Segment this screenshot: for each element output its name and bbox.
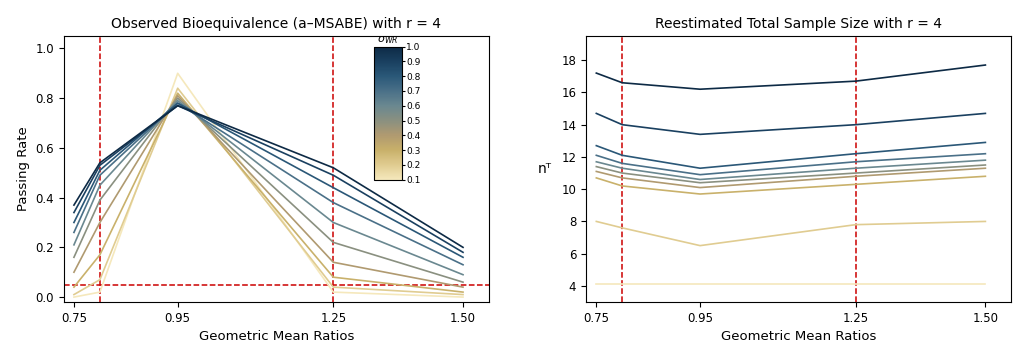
X-axis label: Geometric Mean Ratios: Geometric Mean Ratios bbox=[198, 330, 354, 343]
Y-axis label: Passing Rate: Passing Rate bbox=[16, 127, 30, 211]
Title: Observed Bioequivalence (a–MSABE) with r = 4: Observed Bioequivalence (a–MSABE) with r… bbox=[111, 17, 441, 31]
Title: Reestimated Total Sample Size with r = 4: Reestimated Total Sample Size with r = 4 bbox=[655, 17, 942, 31]
X-axis label: Geometric Mean Ratios: Geometric Mean Ratios bbox=[721, 330, 876, 343]
Y-axis label: nᵀ: nᵀ bbox=[538, 162, 552, 176]
